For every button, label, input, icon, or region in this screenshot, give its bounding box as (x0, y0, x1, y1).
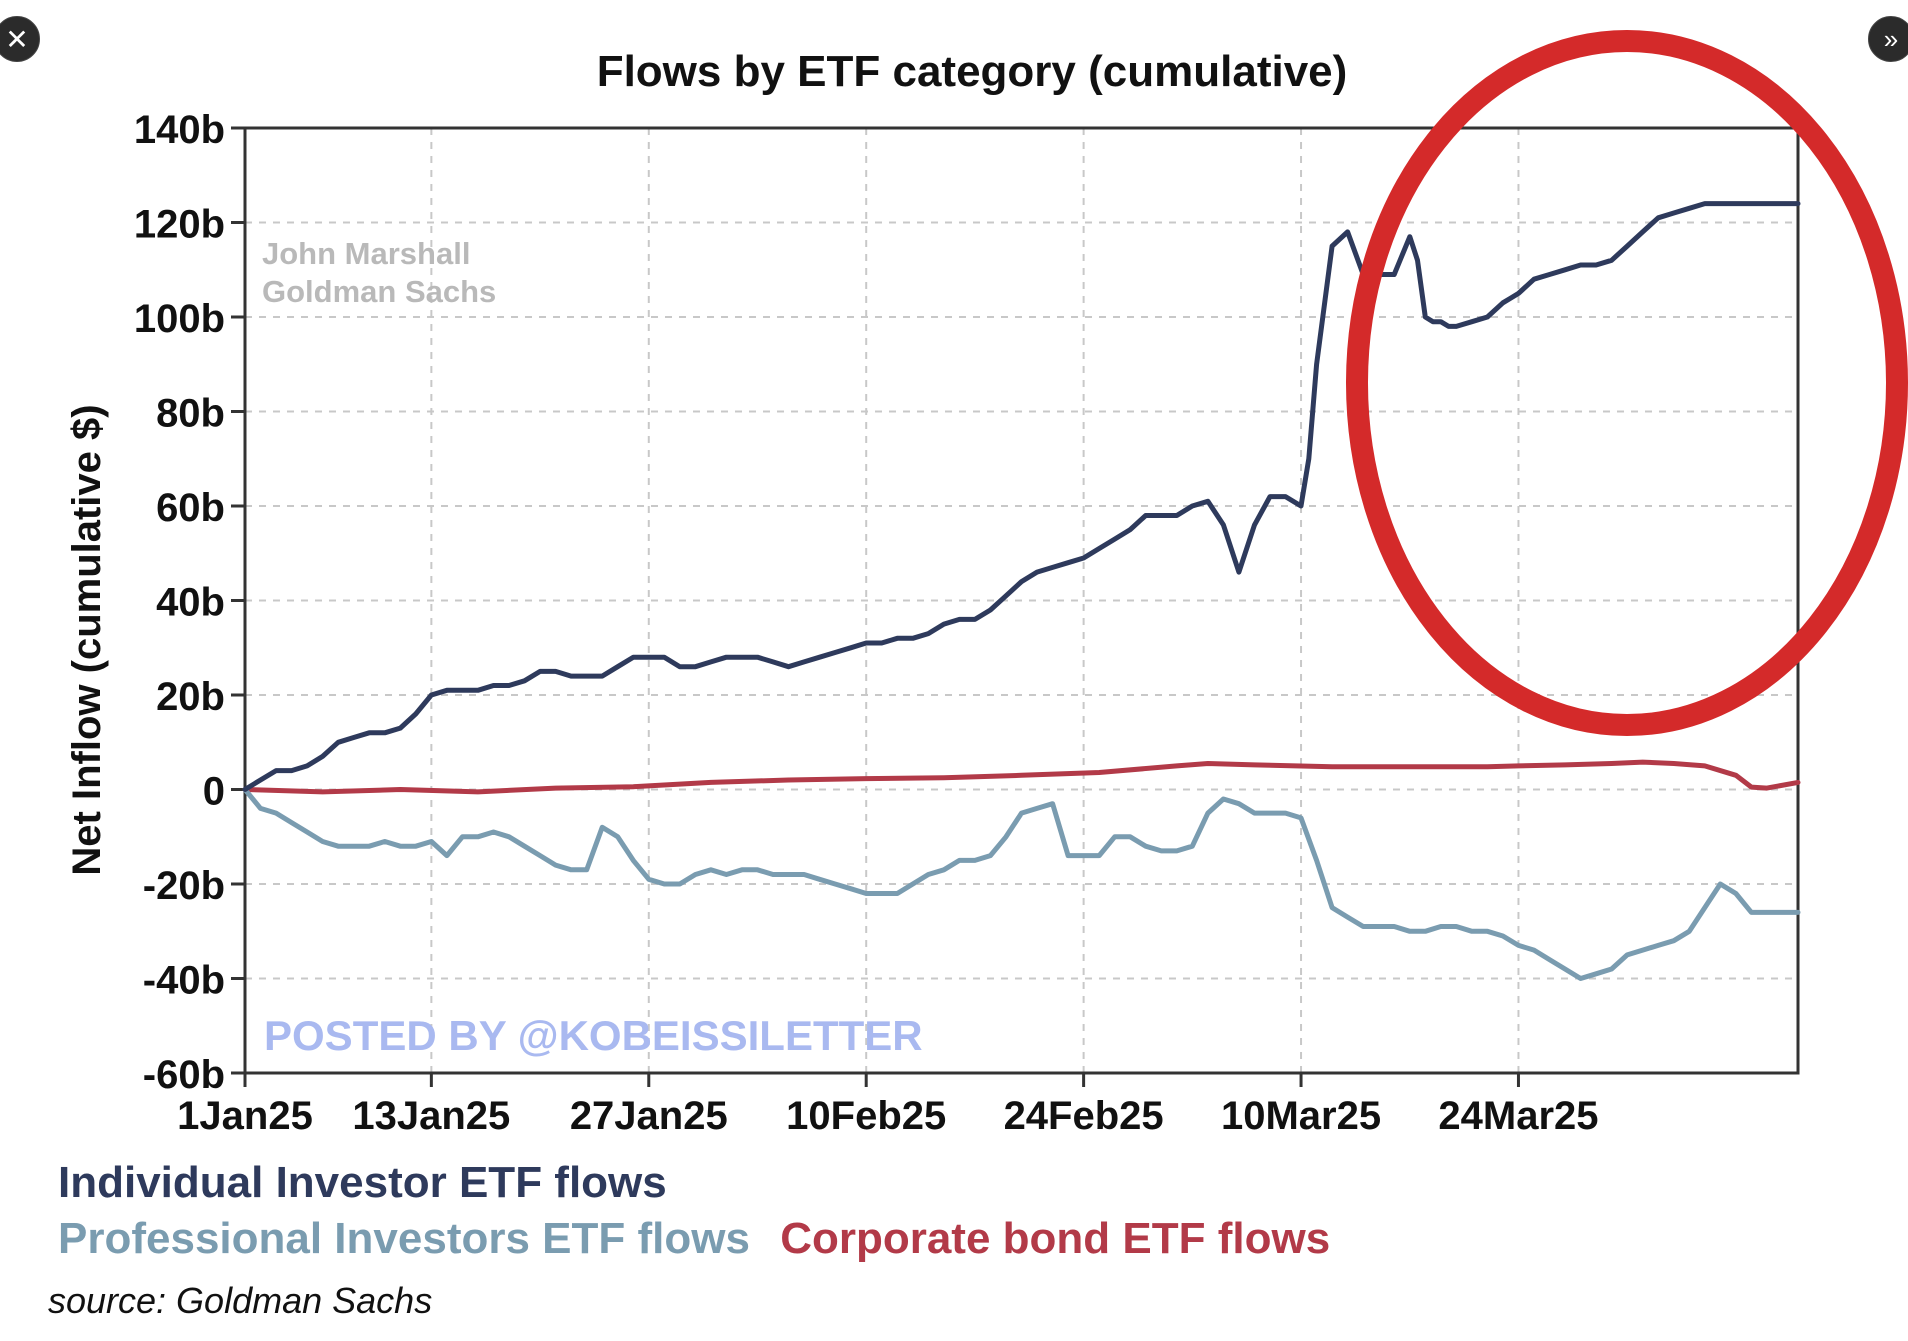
y-tick-label: 100b (134, 297, 225, 341)
y-tick-label: 140b (134, 108, 225, 152)
y-tick-label: 20b (156, 675, 225, 719)
y-tick-label: 120b (134, 203, 225, 247)
y-tick-label: -40b (143, 959, 225, 1003)
x-tick-label: 24Mar25 (1438, 1094, 1598, 1138)
y-tick-label: -60b (143, 1053, 225, 1097)
close-icon: ✕ (5, 23, 29, 55)
credit-line-1: John Marshall (262, 236, 470, 271)
highlight-circle (1346, 30, 1908, 736)
x-tick-label: 27Jan25 (570, 1094, 728, 1138)
legend-individual: Individual Investor ETF flows (58, 1158, 667, 1207)
legend-row: Professional Investors ETF flows Corpora… (58, 1214, 1330, 1264)
x-tick-label: 10Feb25 (786, 1094, 946, 1138)
y-tick-label: -20b (143, 864, 225, 908)
next-button[interactable]: » (1868, 16, 1908, 62)
chevron-double-right-icon: » (1883, 23, 1899, 54)
series-professional-line (242, 787, 1801, 981)
chart-title: Flows by ETF category (cumulative) (597, 47, 1348, 96)
legend-corporate: Corporate bond ETF flows (780, 1214, 1331, 1263)
y-tick-label: 80b (156, 392, 225, 436)
series-corporate-line (242, 759, 1801, 795)
credit-line-2: Goldman Sachs (262, 274, 496, 309)
y-tick-label: 40b (156, 581, 225, 625)
close-button[interactable]: ✕ (0, 16, 40, 62)
x-axis: 1Jan25 13Jan25 27Jan25 10Feb25 24Feb25 10Mar2… (177, 1073, 1599, 1138)
y-axis-label: Net Inflow (cumulative $) (65, 404, 109, 875)
series-individual-line (242, 201, 1801, 792)
x-tick-label: 24Feb25 (1004, 1094, 1164, 1138)
watermark: POSTED BY @KOBEISSILETTER (264, 1012, 923, 1059)
y-axis: -60b -40b -20b 0 20b 40b 60b 80b 100b 120b 140b (134, 108, 245, 1097)
x-tick-label: 1Jan25 (177, 1094, 313, 1138)
series-layer (242, 201, 1801, 981)
y-tick-label: 0 (203, 770, 225, 814)
x-tick-label: 13Jan25 (352, 1094, 510, 1138)
legend-professional: Professional Investors ETF flows (58, 1214, 750, 1263)
y-tick-label: 60b (156, 486, 225, 530)
source-note: source: Goldman Sachs (48, 1280, 433, 1321)
x-tick-label: 10Mar25 (1221, 1094, 1381, 1138)
